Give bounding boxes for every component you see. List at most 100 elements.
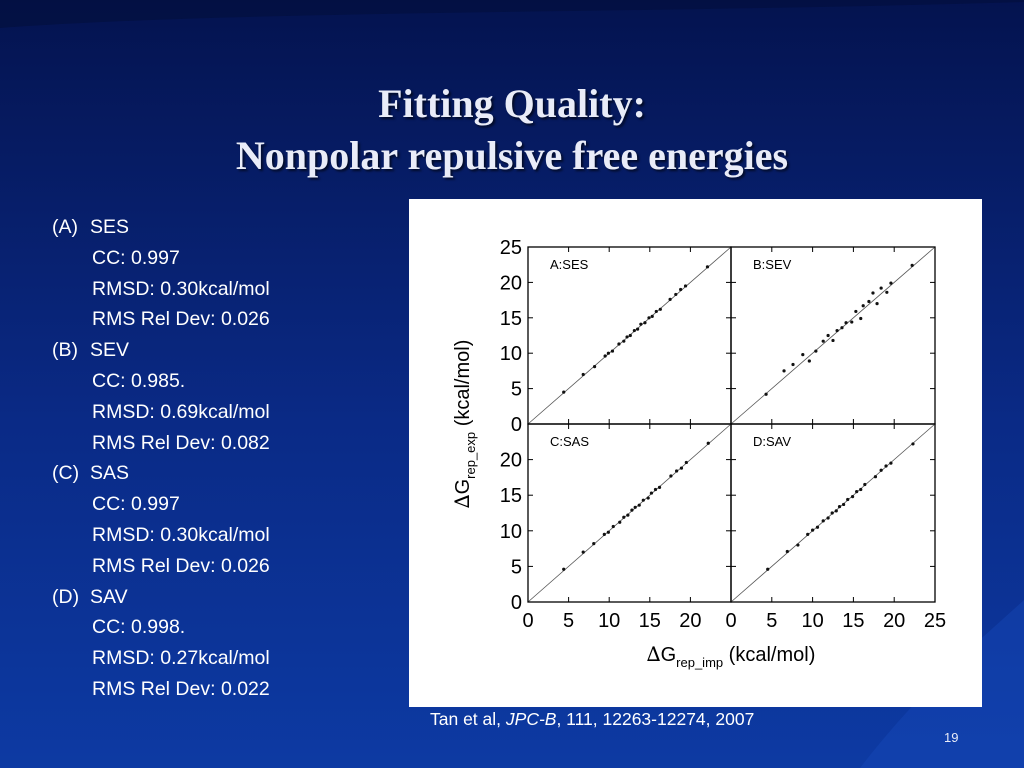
data-point (855, 490, 859, 494)
data-point (782, 369, 786, 373)
data-point (628, 333, 632, 338)
data-point (873, 475, 878, 479)
data-point (653, 487, 658, 492)
data-point (867, 299, 871, 304)
citation-authors: Tan et al, (430, 709, 506, 729)
diagonal-line (527, 423, 732, 603)
data-point (622, 339, 626, 343)
data-point (785, 549, 789, 554)
stats-c-name: SAS (90, 462, 130, 485)
citation: Tan et al, JPC-B, 111, 12263-12274, 2007 (430, 709, 754, 730)
slide-title: Fitting Quality: Nonpolar repulsive free… (0, 78, 1024, 182)
x-tick-label: 0 (725, 610, 736, 632)
x-tick-label: 15 (842, 610, 864, 632)
data-point (889, 281, 893, 285)
data-point (821, 519, 825, 523)
data-point (649, 491, 654, 495)
panel-frame (730, 423, 936, 603)
data-point (842, 502, 846, 507)
data-point (603, 354, 607, 358)
y-tick-label: 20 (500, 450, 522, 472)
y-tick-label: 25 (500, 237, 522, 259)
data-point (821, 339, 825, 343)
data-point (669, 474, 673, 478)
data-point (875, 302, 879, 306)
x-tick-label: 25 (924, 610, 946, 632)
y-tick-label: 10 (500, 521, 522, 543)
slide-title-line1: Fitting Quality: (378, 81, 646, 126)
x-tick-label: 10 (598, 610, 620, 632)
data-point (807, 359, 811, 363)
stats-b-rel: RMS Rel Dev: 0.082 (92, 431, 270, 454)
data-point (641, 498, 645, 502)
data-point (815, 525, 820, 529)
data-point (840, 326, 844, 330)
data-point (632, 328, 636, 333)
data-point (646, 496, 650, 500)
stats-b-tag: (B) (52, 339, 78, 362)
data-point (844, 321, 848, 325)
data-point (674, 292, 678, 297)
data-point (657, 485, 662, 489)
data-point (801, 353, 805, 357)
page-number: 19 (944, 730, 959, 745)
x-tick-label: 5 (563, 610, 574, 632)
data-point (863, 482, 867, 487)
stats-c-rel: RMS Rel Dev: 0.026 (92, 554, 270, 577)
data-point (625, 335, 629, 339)
x-tick-label: 10 (801, 610, 823, 632)
panel-label: B:SEV (753, 257, 792, 272)
data-point (879, 468, 883, 472)
data-point (581, 372, 585, 377)
data-point (617, 342, 621, 346)
data-point (889, 461, 893, 465)
data-point (581, 550, 585, 554)
data-point (637, 503, 641, 507)
stats-b-cc: CC: 0.985. (92, 369, 186, 392)
stats-a-header: (A) SES (52, 212, 402, 243)
diagonal-line (730, 246, 936, 425)
y-axis-label: ∆Grep_exp (kcal/mol) (450, 340, 478, 509)
data-point (705, 265, 710, 269)
data-point (911, 442, 915, 446)
slide-title-line2: Nonpolar repulsive free energies (235, 133, 789, 178)
data-point (910, 263, 914, 268)
scatter-figure: A:SES B:SEV C:SAS D:SAV 0 5 10 15 20 25 0 5 10 15 20 0 5… (409, 199, 982, 707)
stats-b-rmsd: RMSD: 0.69kcal/mol (92, 400, 270, 423)
panel-label: A:SES (550, 257, 589, 272)
y-tick-label: 15 (500, 308, 522, 330)
data-point (806, 532, 810, 536)
data-point (871, 291, 875, 295)
stats-a-tag: (A) (52, 216, 78, 238)
stats-c-header: (C) SAS (52, 458, 402, 489)
data-point (834, 509, 838, 513)
data-point (668, 297, 672, 301)
data-point (630, 508, 634, 512)
x-tick-label: 0 (522, 610, 533, 632)
data-point (885, 290, 889, 294)
panel-1: A:SES (527, 246, 732, 425)
data-point (679, 466, 684, 470)
panel-4: D:SAV (730, 423, 936, 603)
scatter-chart: A:SES B:SEV C:SAS D:SAV 0 5 10 15 20 25 0 5 10 15 20 0 5… (450, 237, 946, 670)
data-point (884, 464, 888, 468)
data-point (706, 441, 710, 445)
stats-a-rmsd: RMSD: 0.30kcal/mol (92, 277, 270, 300)
x-tick-label: 15 (639, 610, 661, 632)
x-axis-label: ∆Grep_imp (kcal/mol) (647, 642, 816, 670)
data-point (859, 316, 863, 321)
stats-d-cc: CC: 0.998. (92, 616, 186, 639)
data-point (850, 320, 854, 324)
stats-c-tag: (C) (52, 462, 80, 485)
stats-a-name: SES (90, 216, 130, 238)
y-tick-label: 0 (511, 592, 522, 614)
y-tick-label: 10 (500, 343, 522, 365)
data-point (811, 528, 815, 532)
x-tick-label: 5 (766, 610, 777, 632)
data-point (831, 338, 835, 343)
data-point (854, 309, 858, 314)
data-point (654, 309, 658, 314)
stats-a-rel: RMS Rel Dev: 0.026 (92, 308, 270, 331)
y-tick-label: 5 (511, 379, 522, 401)
data-point (610, 349, 615, 353)
